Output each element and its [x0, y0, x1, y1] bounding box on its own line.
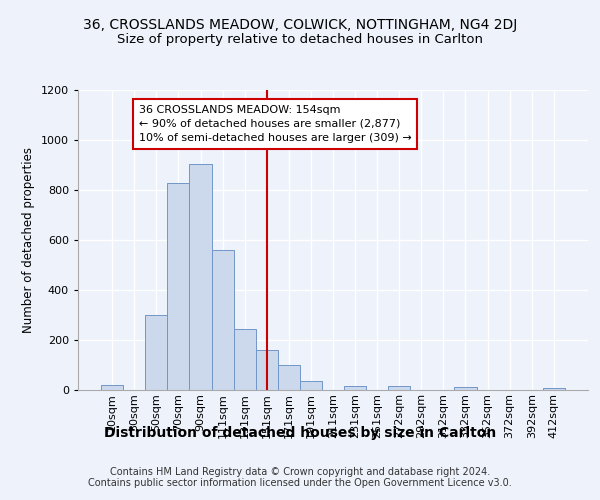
Text: Size of property relative to detached houses in Carlton: Size of property relative to detached ho…	[117, 32, 483, 46]
Bar	[300, 381, 322, 390]
Bar	[167, 182, 190, 390]
Text: 36, CROSSLANDS MEADOW, COLWICK, NOTTINGHAM, NG4 2DJ: 36, CROSSLANDS MEADOW, COLWICK, NOTTINGH…	[83, 18, 517, 32]
Bar	[101, 385, 123, 390]
Y-axis label: Number of detached properties: Number of detached properties	[22, 147, 35, 333]
Bar	[190, 164, 212, 390]
Text: Distribution of detached houses by size in Carlton: Distribution of detached houses by size …	[104, 426, 496, 440]
Bar	[212, 250, 233, 390]
Bar	[256, 350, 278, 390]
Bar	[543, 388, 565, 390]
Bar	[454, 387, 476, 390]
Bar	[388, 386, 410, 390]
Text: 36 CROSSLANDS MEADOW: 154sqm
← 90% of detached houses are smaller (2,877)
10% of: 36 CROSSLANDS MEADOW: 154sqm ← 90% of de…	[139, 105, 412, 143]
Bar	[233, 329, 256, 390]
Bar	[344, 386, 366, 390]
Bar	[145, 315, 167, 390]
Text: Contains HM Land Registry data © Crown copyright and database right 2024.
Contai: Contains HM Land Registry data © Crown c…	[88, 466, 512, 488]
Bar	[278, 365, 300, 390]
